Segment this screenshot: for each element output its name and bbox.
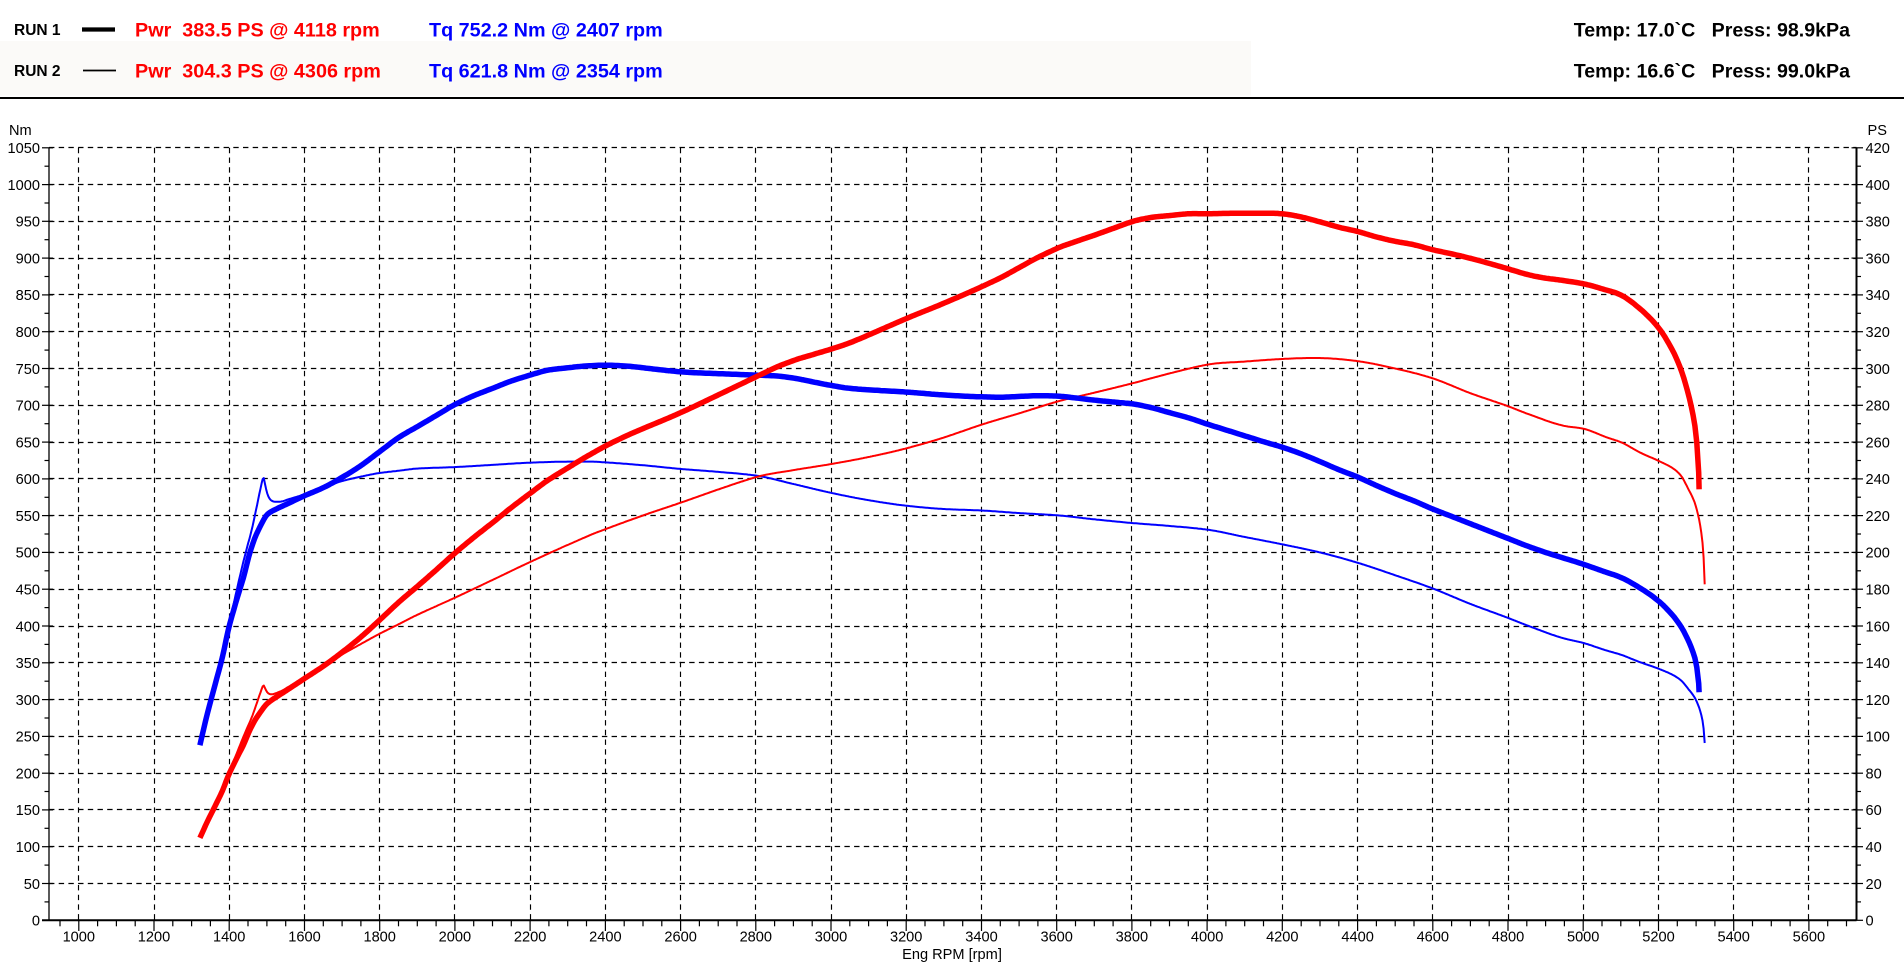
svg-text:Eng RPM [rpm]: Eng RPM [rpm] — [902, 947, 1002, 963]
svg-text:200: 200 — [16, 767, 40, 783]
svg-text:750: 750 — [16, 362, 40, 378]
svg-text:2200: 2200 — [514, 930, 546, 946]
svg-text:1200: 1200 — [138, 930, 170, 946]
svg-text:2000: 2000 — [439, 930, 471, 946]
svg-text:40: 40 — [1866, 840, 1882, 856]
svg-text:240: 240 — [1866, 472, 1890, 488]
svg-text:140: 140 — [1866, 656, 1890, 672]
svg-text:5200: 5200 — [1642, 930, 1674, 946]
svg-text:850: 850 — [16, 288, 40, 304]
svg-text:2400: 2400 — [589, 930, 621, 946]
svg-text:380: 380 — [1866, 215, 1890, 231]
svg-text:220: 220 — [1866, 509, 1890, 525]
svg-text:650: 650 — [16, 435, 40, 451]
svg-text:900: 900 — [16, 251, 40, 267]
svg-text:Tq 752.2 Nm @ 2407 rpm: Tq 752.2 Nm @ 2407 rpm — [429, 20, 663, 42]
svg-text:800: 800 — [16, 325, 40, 341]
svg-text:4400: 4400 — [1341, 930, 1373, 946]
svg-text:Tq 621.8 Nm @ 2354 rpm: Tq 621.8 Nm @ 2354 rpm — [429, 61, 663, 83]
svg-text:1050: 1050 — [8, 141, 40, 157]
svg-text:Nm: Nm — [9, 123, 32, 139]
svg-text:0: 0 — [32, 914, 40, 930]
svg-text:150: 150 — [16, 803, 40, 819]
svg-text:4800: 4800 — [1492, 930, 1524, 946]
svg-text:3000: 3000 — [815, 930, 847, 946]
svg-text:PS: PS — [1868, 123, 1888, 139]
svg-text:3800: 3800 — [1116, 930, 1148, 946]
svg-text:2800: 2800 — [740, 930, 772, 946]
svg-text:100: 100 — [16, 840, 40, 856]
svg-text:340: 340 — [1866, 288, 1890, 304]
svg-text:RUN 1: RUN 1 — [14, 22, 61, 39]
svg-text:260: 260 — [1866, 435, 1890, 451]
svg-text:3600: 3600 — [1040, 930, 1072, 946]
svg-text:400: 400 — [1866, 178, 1890, 194]
svg-text:160: 160 — [1866, 619, 1890, 635]
svg-text:450: 450 — [16, 583, 40, 599]
svg-text:1000: 1000 — [63, 930, 95, 946]
svg-text:Pwr 383.5 PS @ 4118 rpm: Pwr 383.5 PS @ 4118 rpm — [135, 20, 380, 42]
svg-text:1600: 1600 — [288, 930, 320, 946]
svg-text:250: 250 — [16, 730, 40, 746]
svg-text:2600: 2600 — [664, 930, 696, 946]
svg-text:3400: 3400 — [965, 930, 997, 946]
svg-text:3200: 3200 — [890, 930, 922, 946]
svg-text:280: 280 — [1866, 399, 1890, 415]
svg-text:Temp: 16.6`C Press: 99.0kPa: Temp: 16.6`C Press: 99.0kPa — [1574, 61, 1851, 83]
svg-text:RUN 2: RUN 2 — [14, 63, 61, 80]
svg-text:320: 320 — [1866, 325, 1890, 341]
svg-text:4600: 4600 — [1417, 930, 1449, 946]
svg-text:700: 700 — [16, 399, 40, 415]
svg-text:180: 180 — [1866, 583, 1890, 599]
svg-text:0: 0 — [1866, 914, 1874, 930]
svg-text:80: 80 — [1866, 767, 1882, 783]
svg-text:300: 300 — [16, 693, 40, 709]
svg-text:20: 20 — [1866, 877, 1882, 893]
svg-text:Pwr 304.3 PS @ 4306 rpm: Pwr 304.3 PS @ 4306 rpm — [135, 61, 381, 83]
svg-text:5000: 5000 — [1567, 930, 1599, 946]
svg-text:550: 550 — [16, 509, 40, 525]
svg-text:5600: 5600 — [1793, 930, 1825, 946]
svg-text:950: 950 — [16, 215, 40, 231]
svg-text:360: 360 — [1866, 251, 1890, 267]
svg-text:120: 120 — [1866, 693, 1890, 709]
svg-text:1000: 1000 — [8, 178, 40, 194]
svg-text:1400: 1400 — [213, 930, 245, 946]
svg-text:4200: 4200 — [1266, 930, 1298, 946]
svg-text:1800: 1800 — [363, 930, 395, 946]
svg-text:4000: 4000 — [1191, 930, 1223, 946]
svg-text:600: 600 — [16, 472, 40, 488]
svg-text:300: 300 — [1866, 362, 1890, 378]
svg-text:420: 420 — [1866, 141, 1890, 157]
svg-text:100: 100 — [1866, 730, 1890, 746]
svg-text:50: 50 — [24, 877, 40, 893]
svg-text:350: 350 — [16, 656, 40, 672]
svg-text:5400: 5400 — [1717, 930, 1749, 946]
svg-text:400: 400 — [16, 619, 40, 635]
svg-text:Temp: 17.0`C Press: 98.9kPa: Temp: 17.0`C Press: 98.9kPa — [1574, 20, 1851, 42]
svg-text:60: 60 — [1866, 803, 1882, 819]
svg-text:500: 500 — [16, 546, 40, 562]
svg-text:200: 200 — [1866, 546, 1890, 562]
